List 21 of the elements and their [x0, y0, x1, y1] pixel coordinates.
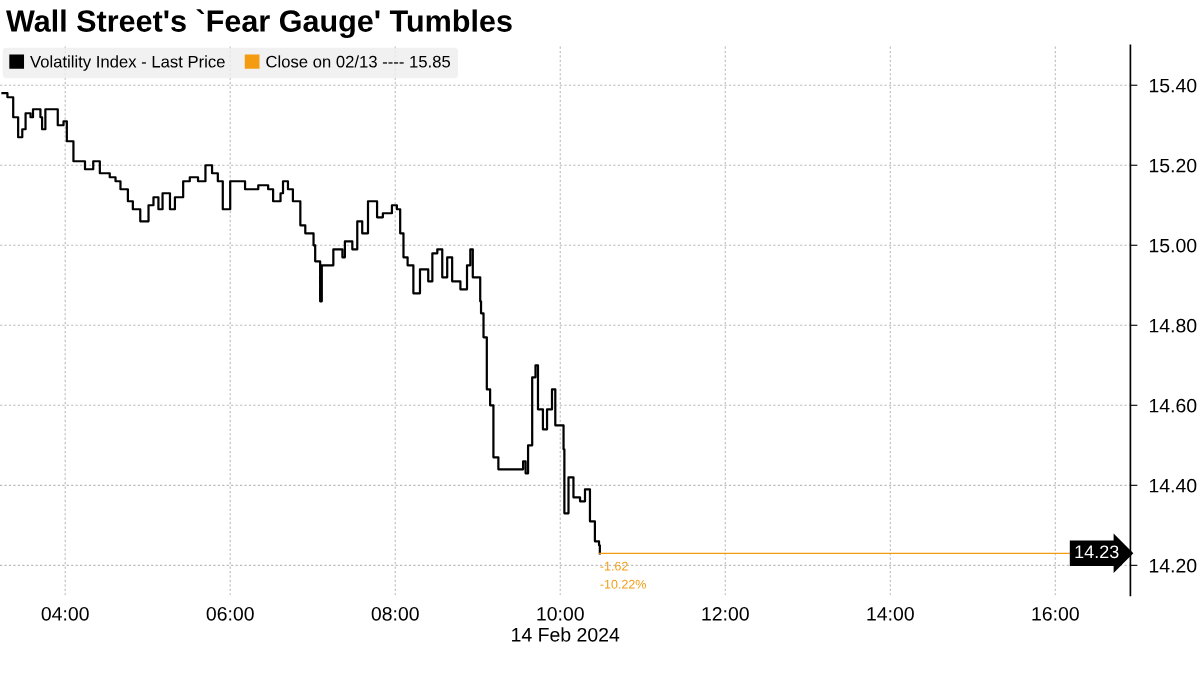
x-tick-label: 06:00 [206, 606, 254, 621]
y-tick-label: 14.20 [1149, 558, 1197, 573]
y-tick-label: 15.00 [1149, 238, 1197, 253]
y-tick-label: 14.60 [1149, 398, 1197, 413]
ref-line-label: 14.23 [1075, 545, 1119, 559]
x-tick-label: 14:00 [867, 606, 914, 621]
annotation: Close on 02/13 ---- 15.85 [266, 55, 451, 68]
chart-title: Wall Street's `Fear Gauge' Tumbles [6, 9, 512, 39]
annotation: -10.22% [600, 579, 646, 589]
x-tick-label: 04:00 [41, 606, 89, 621]
x-tick-label: 12:00 [702, 606, 749, 621]
legend-label: Volatility Index - Last Price [30, 55, 225, 71]
x-tick-label: 10:00 [537, 606, 584, 621]
y-tick-label: 14.80 [1149, 318, 1197, 333]
y-tick-label: 15.40 [1149, 78, 1197, 93]
x-axis-title: 14 Feb 2024 [512, 627, 620, 642]
annotation: -1.62 [600, 561, 628, 571]
y-tick-label: 15.20 [1149, 158, 1197, 173]
y-tick-label: 14.40 [1149, 478, 1197, 493]
x-tick-label: 08:00 [371, 606, 419, 621]
x-tick-label: 16:00 [1032, 606, 1079, 621]
